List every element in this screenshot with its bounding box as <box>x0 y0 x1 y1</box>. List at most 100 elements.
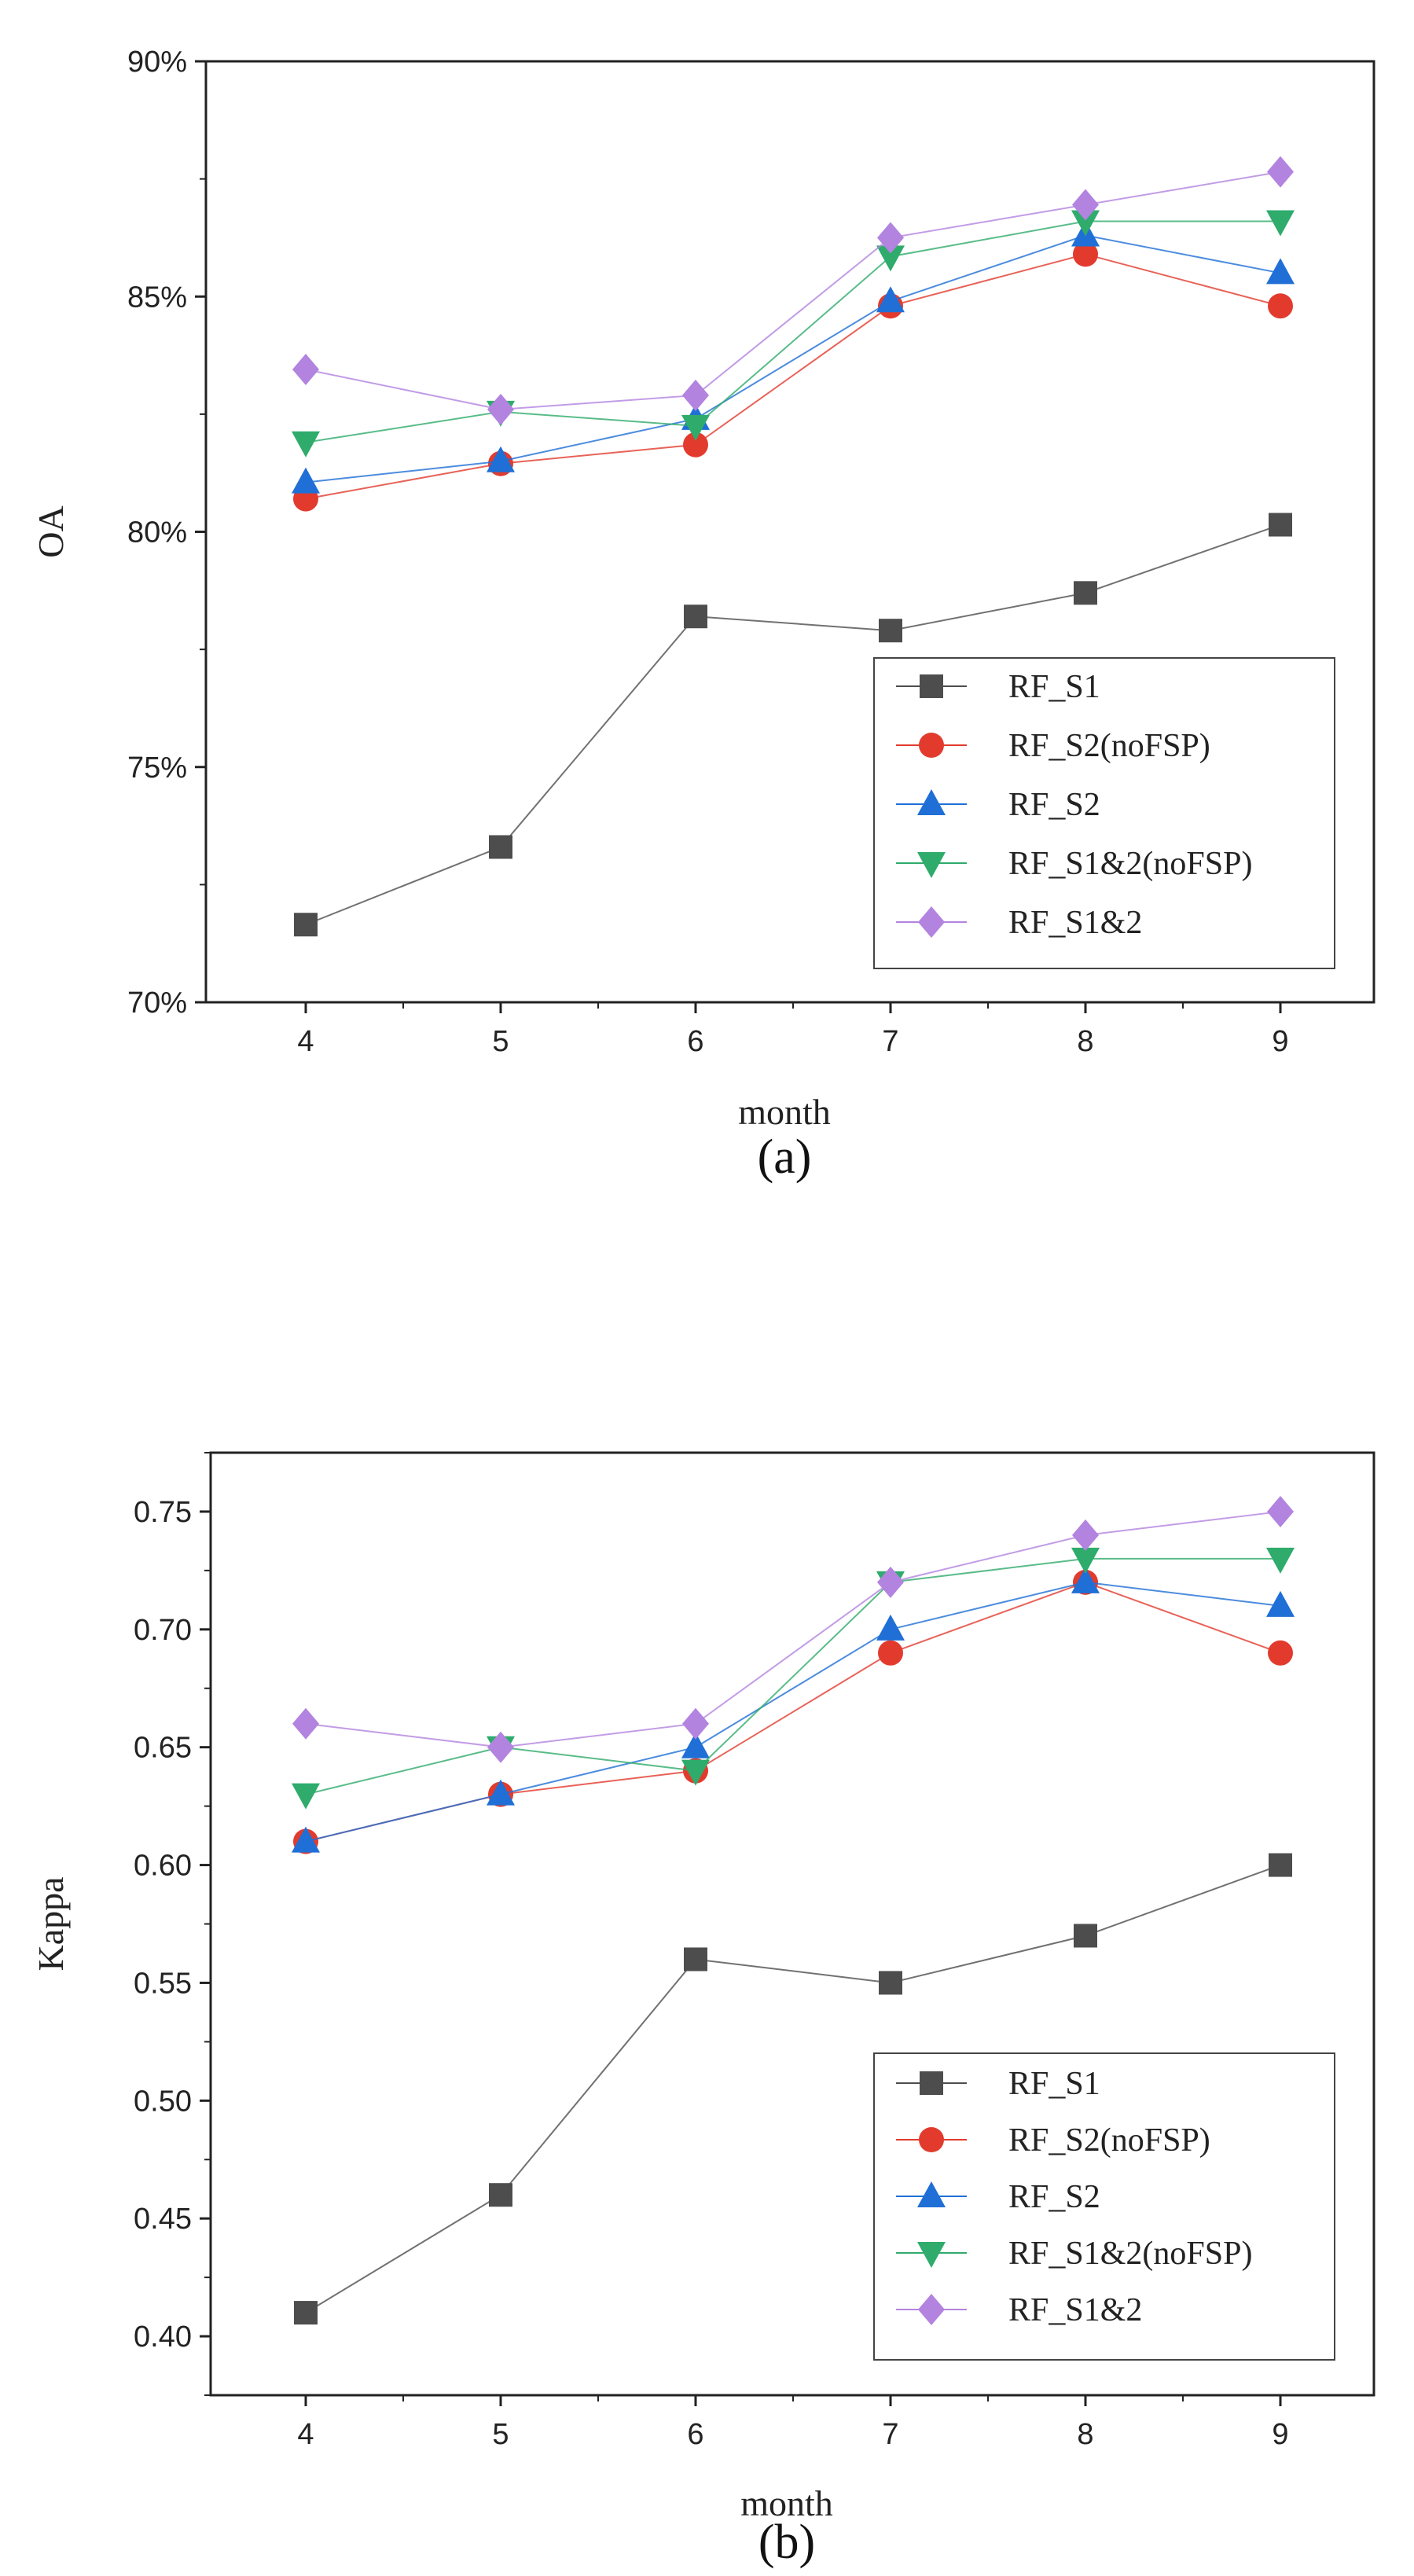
x-tick-label: 8 <box>1077 1025 1093 1058</box>
x-tick-label: 4 <box>297 1025 314 1058</box>
data-point <box>682 1707 709 1740</box>
y-tick-label: 0.70 <box>134 1614 192 1647</box>
chart-caption: (a) <box>758 1130 812 1184</box>
data-point <box>294 2301 318 2325</box>
series-line <box>305 220 1280 443</box>
data-point <box>1071 1567 1100 1593</box>
data-point <box>1269 513 1292 537</box>
data-point <box>292 1783 320 1810</box>
data-point <box>876 1614 905 1641</box>
y-axis-title: Kappa <box>31 1876 71 1971</box>
legend-box <box>873 657 1335 969</box>
data-point <box>1266 1590 1295 1617</box>
data-point <box>489 2183 512 2207</box>
data-point <box>1074 581 1097 605</box>
legend-label: RF_S2(noFSP) <box>1008 728 1210 764</box>
series-RF_S2 <box>292 1567 1295 1853</box>
data-point <box>877 1566 904 1598</box>
data-point <box>1268 1640 1293 1666</box>
data-point <box>294 913 318 937</box>
legend-marker <box>917 2242 946 2268</box>
series-line <box>305 524 1281 926</box>
data-point <box>292 467 320 494</box>
data-point <box>1268 293 1293 319</box>
legend-label: RF_S1&2(noFSP) <box>1008 2236 1252 2272</box>
data-point <box>1074 1924 1097 1948</box>
series-line <box>305 1581 1281 1843</box>
data-point <box>1266 258 1295 285</box>
data-point <box>487 393 514 425</box>
data-point <box>1071 210 1100 237</box>
legend-label: RF_S1&2 <box>1008 2292 1142 2328</box>
x-tick-label: 7 <box>882 1025 898 1058</box>
series-line <box>305 1510 1281 1748</box>
series-RF_S1&2 <box>292 156 1294 425</box>
data-point <box>1266 210 1295 237</box>
x-tick-label: 5 <box>492 1025 509 1058</box>
data-point <box>876 245 905 272</box>
legend-marker <box>920 2071 943 2095</box>
data-point <box>683 432 708 458</box>
chart-kappa: 0.40 0.45 0.50 0.55 0.60 0.65 0.70 0.75 4 5 6 7 8 9 Ka… <box>31 1451 1375 2569</box>
data-point <box>879 619 902 643</box>
series-RF_S2 <box>292 220 1295 494</box>
y-tick-label: 0.50 <box>134 2085 192 2118</box>
data-point <box>1267 1495 1294 1527</box>
legend-label: RF_S2 <box>1008 787 1100 823</box>
y-tick-label: 0.45 <box>134 2203 192 2236</box>
legend-marker <box>919 2127 944 2152</box>
series-RF_S2(noFSP) <box>293 241 1293 512</box>
x-axis-title: month <box>740 2483 833 2523</box>
series-line <box>305 253 1281 500</box>
y-tick-label: 0.40 <box>134 2321 192 2354</box>
data-point <box>1072 189 1099 221</box>
legend-label: RF_S2 <box>1008 2179 1100 2215</box>
legend-marker <box>917 789 946 815</box>
legend-marker <box>917 2181 946 2207</box>
data-point <box>487 1731 514 1763</box>
y-tick-label: 90% <box>127 46 187 79</box>
legend-marker <box>917 852 946 878</box>
data-point <box>489 835 512 859</box>
data-point <box>681 1732 710 1758</box>
legend-label: RF_S1 <box>1008 669 1100 705</box>
legend-label: RF_S1 <box>1008 2066 1100 2102</box>
y-tick-label: 70% <box>127 987 187 1020</box>
y-tick-label: 0.75 <box>134 1496 192 1529</box>
series-line <box>305 1864 1281 2313</box>
legend-label: RF_S1&2(noFSP) <box>1008 846 1252 882</box>
data-point <box>487 1779 515 1806</box>
x-tick-label: 6 <box>687 2418 703 2451</box>
data-point <box>684 1947 707 1972</box>
data-point <box>1266 1547 1295 1574</box>
x-tick-label: 8 <box>1077 2418 1093 2451</box>
data-point <box>1071 1547 1100 1574</box>
x-tick-label: 4 <box>297 2418 314 2451</box>
data-point <box>1072 1519 1099 1551</box>
data-point <box>684 604 707 629</box>
data-point <box>1073 241 1098 267</box>
data-point <box>292 1826 320 1853</box>
data-point <box>876 286 905 313</box>
series-line <box>305 1557 1280 1795</box>
legend: RF_S1 RF_S2(noFSP) RF_S2 RF_S1&2(noFSP) RF_S… <box>873 2052 1335 2361</box>
data-point <box>878 1640 903 1666</box>
x-axis-title: month <box>738 1092 831 1132</box>
series-line <box>305 171 1281 410</box>
data-point <box>879 1971 902 1995</box>
data-point <box>681 414 710 441</box>
data-point <box>877 222 904 254</box>
y-tick-label: 80% <box>127 516 187 549</box>
legend-label: RF_S2(noFSP) <box>1008 2122 1210 2159</box>
y-tick-label: 0.55 <box>134 1967 192 2000</box>
series-RF_S1&2 <box>292 1495 1294 1763</box>
series-line <box>305 1581 1281 1843</box>
legend-marker <box>918 2294 945 2325</box>
x-tick-label: 9 <box>1272 2418 1288 2451</box>
data-point <box>682 379 709 411</box>
y-axis-title: OA <box>31 505 71 557</box>
data-point <box>292 431 320 458</box>
x-tick-label: 5 <box>492 2418 509 2451</box>
y-tick-label: 0.65 <box>134 1732 192 1765</box>
